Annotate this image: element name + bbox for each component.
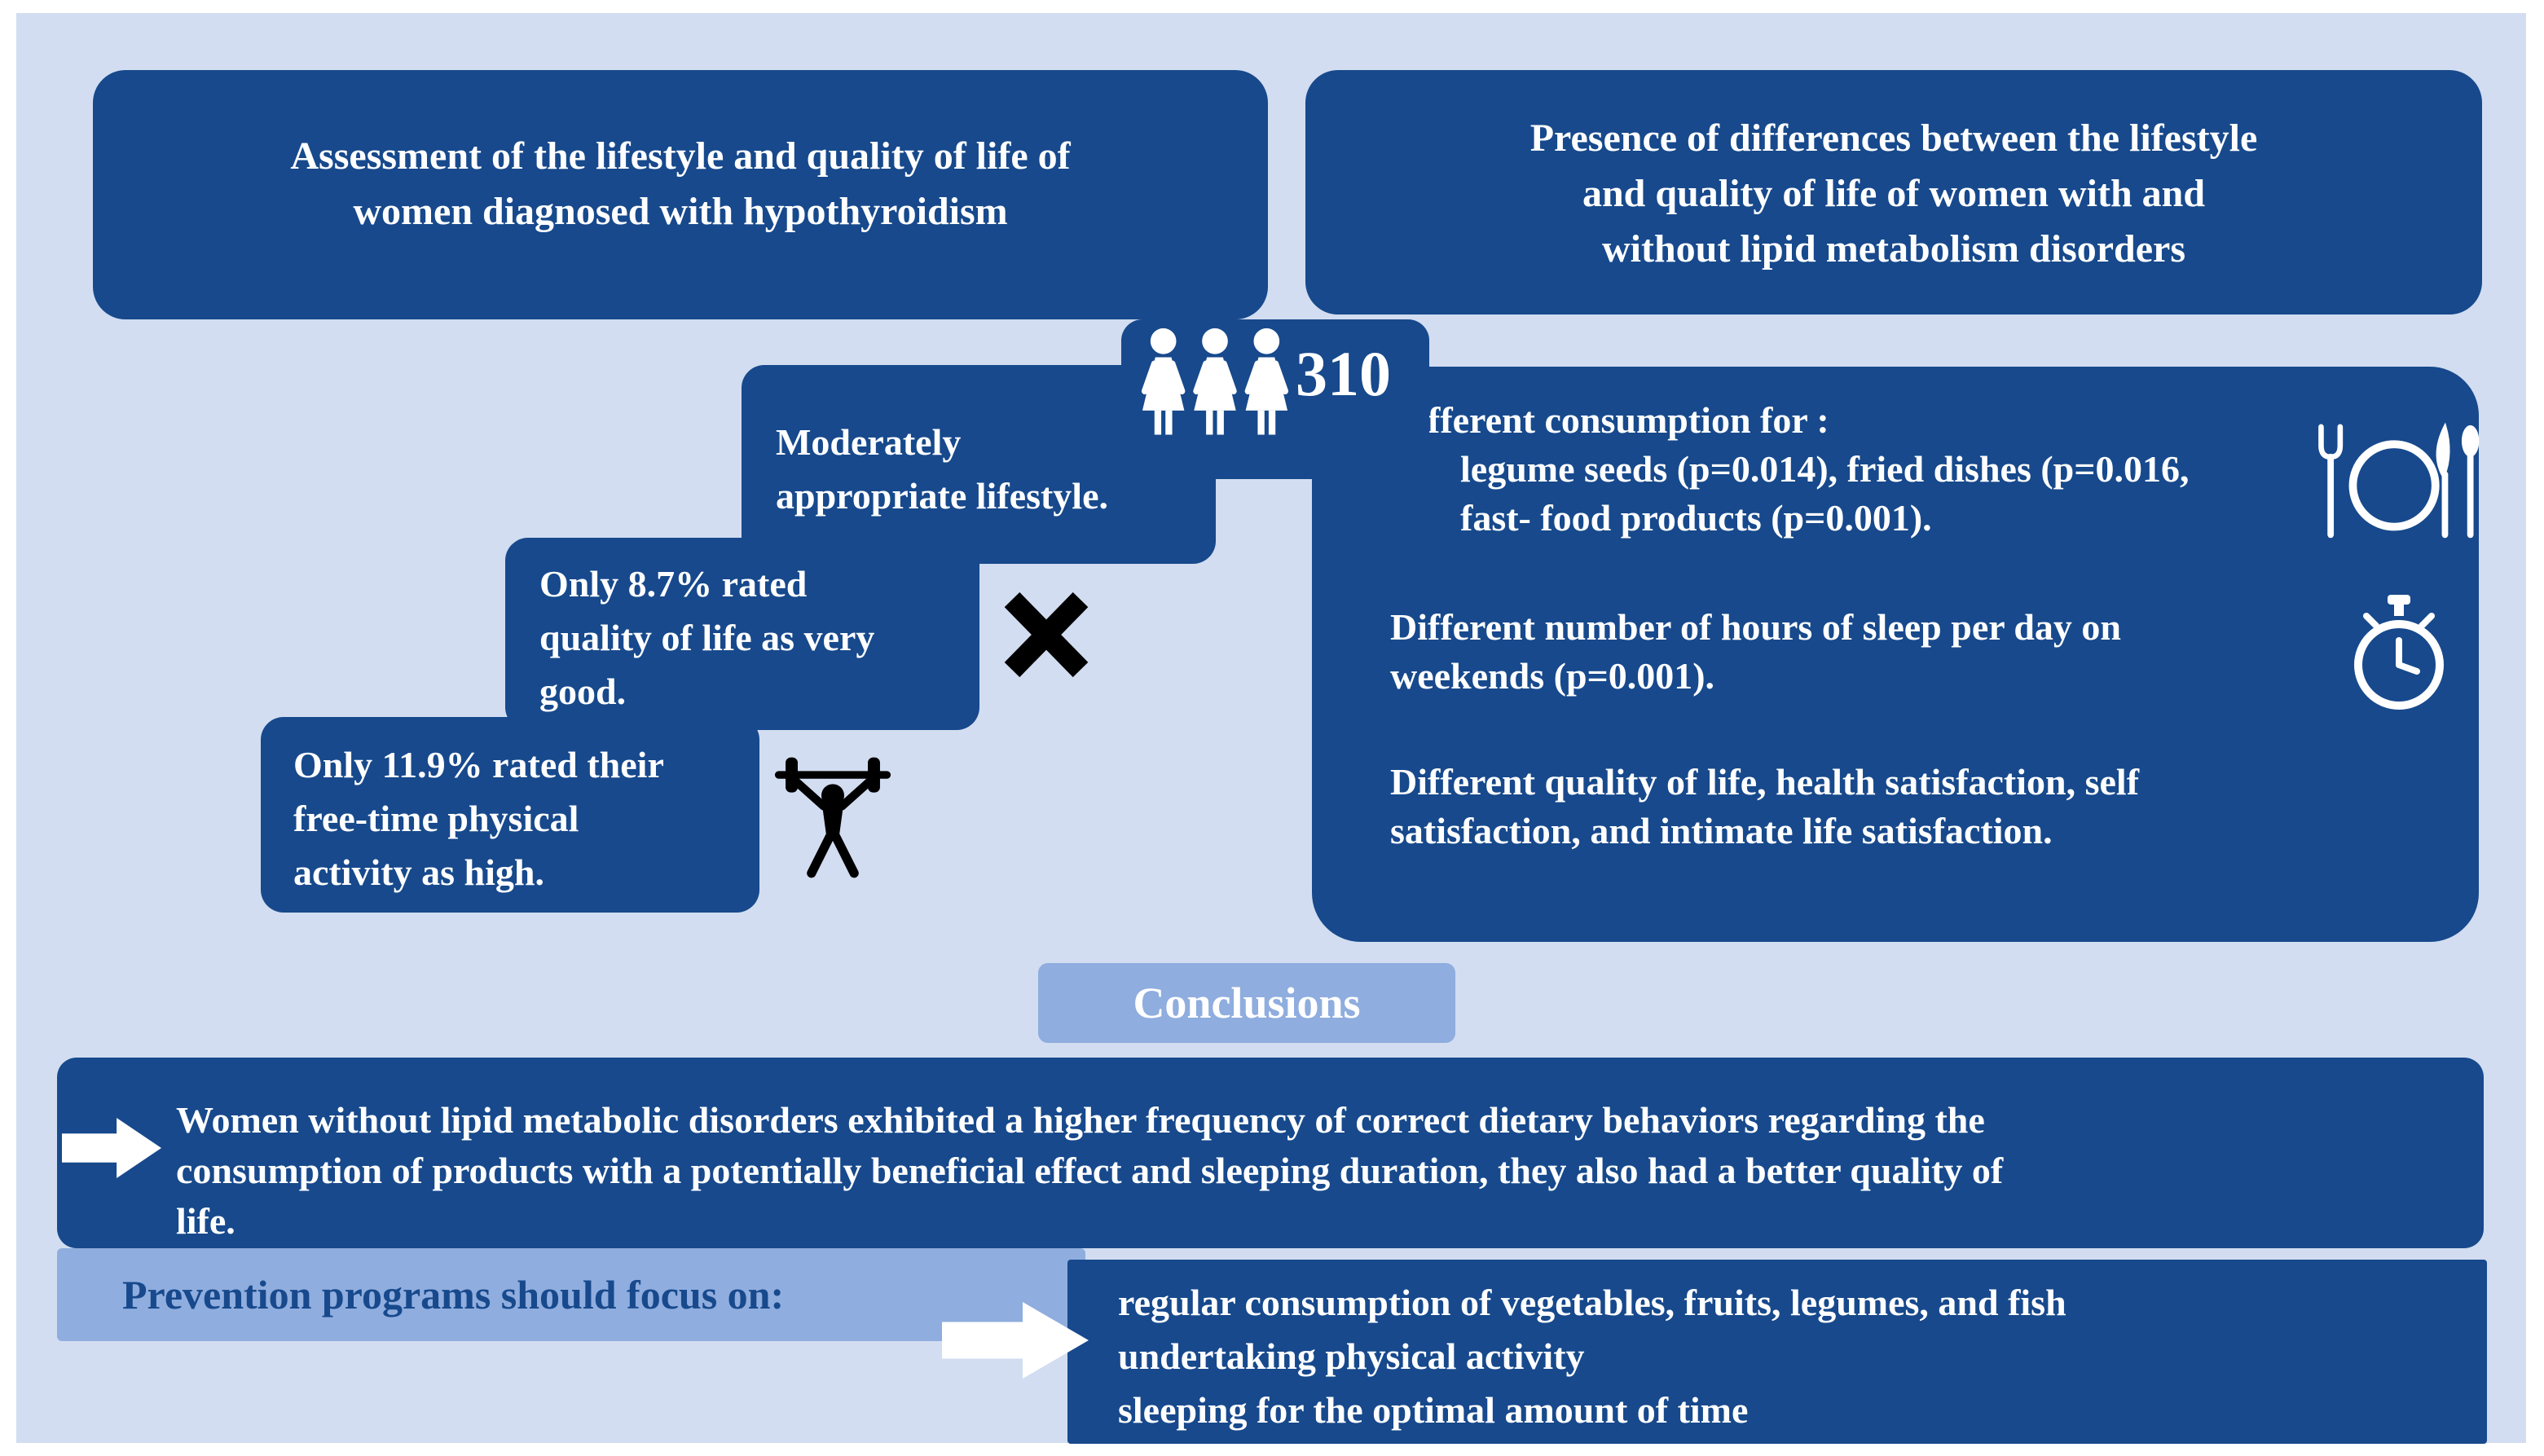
assessment-box: Assessment of the lifestyle and quality …	[93, 70, 1268, 319]
focus-item-sleep: sleeping for the optimal amount of time	[1118, 1389, 1749, 1431]
sample-count: 310	[1296, 338, 1391, 409]
weightlifter-icon	[774, 757, 891, 878]
stopwatch-icon	[2354, 595, 2444, 710]
finding-lifestyle-box: Moderately appropriate lifestyle.	[742, 365, 1216, 564]
finding-quality-text: Only 8.7% rated quality of life as very …	[539, 563, 875, 712]
differences-box: Different consumption for : • legume see…	[1312, 367, 2480, 942]
differences-bullet-text: legume seeds (p=0.014), fried dishes (p=…	[1460, 448, 2190, 539]
differences-quality-text: Different quality of life, health satisf…	[1390, 761, 2140, 851]
finding-quality-box: Only 8.7% rated quality of life as very …	[505, 538, 979, 730]
conclusion-main-text: Women without lipid metabolic disorders …	[176, 1099, 2004, 1242]
x-icon	[1004, 592, 1089, 678]
differences-heading: Different consumption for :	[1390, 399, 1829, 441]
differences-header-box: Presence of differences between the life…	[1305, 70, 2482, 315]
focus-item-activity: undertaking physical activity	[1118, 1335, 1585, 1377]
finding-activity-text: Only 11.9% rated their free-time physica…	[293, 744, 664, 893]
finding-activity-box: Only 11.9% rated their free-time physica…	[261, 717, 759, 913]
conclusions-label-text: Conclusions	[1133, 979, 1361, 1027]
three-women-icon	[1141, 328, 1289, 435]
cutlery-plate-icon	[2318, 422, 2480, 539]
prevention-label-text: Prevention programs should focus on:	[122, 1272, 785, 1317]
differences-sleep-text: Different number of hours of sleep per d…	[1390, 606, 2121, 697]
prevention-label-box: Prevention programs should focus on:	[57, 1248, 1085, 1341]
prevention-focus-box: regular consumption of vegetables, fruit…	[1067, 1260, 2487, 1444]
conclusion-main-box: Women without lipid metabolic disorders …	[57, 1058, 2484, 1248]
assessment-text: Assessment of the lifestyle and quality …	[290, 134, 1071, 233]
finding-lifestyle-text: Moderately appropriate lifestyle.	[776, 421, 1108, 517]
differences-header-text: Presence of differences between the life…	[1529, 117, 2258, 271]
differences-bullet-item: • legume seeds (p=0.014), fried dishes (…	[1390, 445, 2360, 543]
conclusions-label: Conclusions	[1038, 963, 1455, 1043]
focus-item-diet: regular consumption of vegetables, fruit…	[1118, 1282, 2066, 1323]
